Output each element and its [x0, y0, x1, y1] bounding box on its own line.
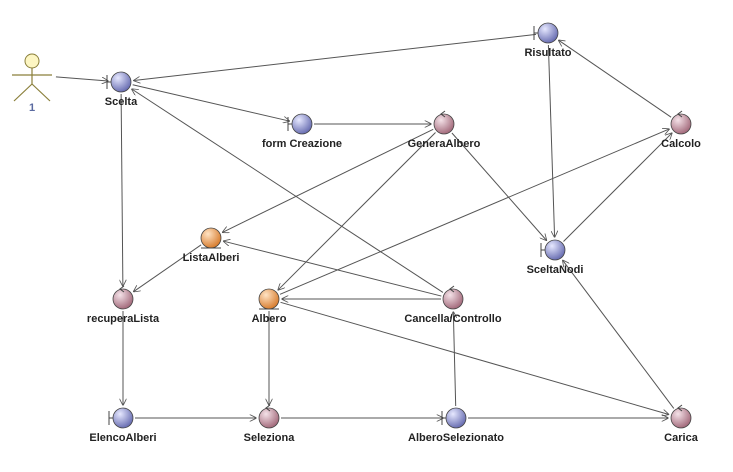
edge-cancella_controllo-to-lista_alberi	[224, 241, 442, 297]
actor-leg-left	[13, 83, 33, 102]
control-icon	[112, 288, 134, 310]
control-arrow-icon	[449, 285, 455, 293]
node-label: Albero	[252, 313, 287, 325]
node-scelta[interactable]: Scelta	[105, 71, 138, 108]
control-icon	[433, 113, 455, 135]
boundary-icon	[544, 239, 566, 261]
node-label: form Creazione	[262, 138, 342, 150]
node-carica[interactable]: Carica	[664, 404, 699, 444]
node-seleziona[interactable]: Seleziona	[244, 404, 296, 444]
edge-genera_albero-to-scelta_nodi	[451, 132, 546, 240]
actor[interactable]: 1	[12, 53, 52, 114]
node-recupera-lista[interactable]: recuperaLista	[87, 285, 160, 325]
node-albero[interactable]: Albero	[252, 288, 287, 325]
node-form-creazione[interactable]: form Creazione	[262, 113, 342, 150]
control-arrow-icon	[677, 110, 683, 118]
boundary-icon	[291, 113, 313, 135]
node-label: recuperaLista	[87, 313, 160, 325]
actor-leg-right	[31, 83, 51, 102]
control-arrow-icon	[677, 404, 683, 412]
edge-scelta_nodi-to-calcolo	[563, 133, 671, 242]
node-lista-alberi[interactable]: ListaAlberi	[183, 227, 240, 264]
entity-icon	[258, 288, 280, 310]
boundary-icon	[445, 407, 467, 429]
edge-actor-to-scelta	[55, 76, 108, 81]
control-icon	[442, 288, 464, 310]
actor-label: 1	[29, 102, 35, 114]
node-cancella-controllo[interactable]: Cancella/Controllo	[404, 285, 502, 325]
node-albero-selezionato[interactable]: AlberoSelezionato	[408, 407, 504, 444]
node-label: Risultato	[524, 47, 571, 59]
control-arrow-icon	[265, 404, 271, 412]
boundary-icon	[537, 22, 559, 44]
edge-risultato-to-scelta	[134, 33, 537, 80]
edge-genera_albero-to-lista_alberi	[223, 128, 434, 232]
node-label: AlberoSelezionato	[408, 432, 504, 444]
node-label: Seleziona	[244, 432, 296, 444]
edge-albero_selezionato-to-cancella_controllo	[453, 312, 455, 407]
boundary-icon	[112, 407, 134, 429]
control-arrow-icon	[440, 110, 446, 118]
edge-scelta-to-form_creazione	[132, 84, 290, 121]
node-label: Calcolo	[661, 138, 701, 150]
edge-calcolo-to-risultato	[559, 40, 672, 118]
node-label: Cancella/Controllo	[404, 313, 501, 325]
edge-genera_albero-to-albero	[278, 132, 436, 289]
node-calcolo[interactable]: Calcolo	[661, 110, 701, 150]
node-label: SceltaNodi	[527, 264, 584, 276]
edge-risultato-to-scelta_nodi	[547, 44, 554, 237]
actor-head	[24, 53, 40, 69]
edge-carica-to-scelta_nodi	[563, 260, 675, 409]
node-scelta-nodi[interactable]: SceltaNodi	[527, 239, 584, 276]
control-arrow-icon	[119, 285, 125, 293]
node-label: Scelta	[105, 96, 138, 108]
control-icon	[670, 113, 692, 135]
node-label: GeneraAlbero	[408, 138, 481, 150]
edge-scelta-to-recupera_lista	[121, 93, 123, 286]
control-icon	[670, 407, 692, 429]
edge-cancella_controllo-to-scelta	[132, 89, 444, 293]
edge-lista_alberi-to-recupera_lista	[134, 244, 202, 292]
edge-albero-to-carica	[280, 301, 669, 414]
control-icon	[258, 407, 280, 429]
node-risultato[interactable]: Risultato	[524, 22, 572, 59]
node-genera-albero[interactable]: GeneraAlbero	[408, 110, 481, 150]
node-label: ElencoAlberi	[89, 432, 156, 444]
node-label: Carica	[664, 432, 699, 444]
node-elenco-alberi[interactable]: ElencoAlberi	[89, 407, 157, 444]
node-label: ListaAlberi	[183, 252, 240, 264]
edge-albero-to-calcolo	[279, 129, 669, 295]
boundary-icon	[110, 71, 132, 93]
entity-icon	[200, 227, 222, 249]
